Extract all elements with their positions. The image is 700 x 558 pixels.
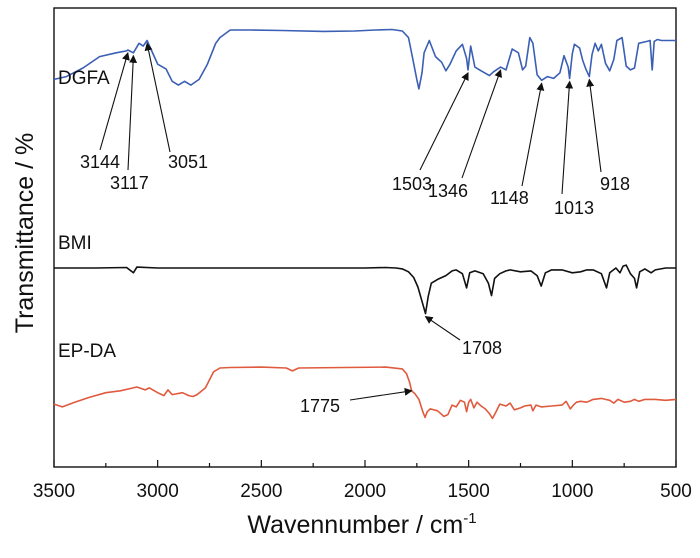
- x-axis-title-main: Wavennumber / cm: [247, 511, 463, 539]
- annotation-label-1346: 1346: [428, 181, 468, 201]
- annotation-arrow-1148: [521, 82, 545, 187]
- annotation-label-1503: 1503: [392, 174, 432, 194]
- x-tick-label-2000: 2000: [344, 481, 386, 502]
- annotation-label-3144: 3144: [80, 152, 120, 172]
- annotation-arrow-3144: [99, 51, 130, 151]
- x-tick-label-3500: 3500: [33, 481, 75, 502]
- annotation-arrow-1503: [419, 72, 469, 171]
- annotation-label-918: 918: [600, 174, 630, 194]
- x-axis-title-sup: -1: [463, 510, 476, 527]
- annotation-label-3117: 3117: [110, 173, 149, 193]
- trace-dgfa: [53, 28, 676, 90]
- x-tick-label-1000: 1000: [551, 481, 593, 502]
- annotation-label-1148: 1148: [490, 188, 529, 208]
- x-tick-label-1500: 1500: [448, 481, 490, 502]
- series-labels: DGFA BMI EP-DA: [58, 68, 116, 362]
- annotation-arrow-1775: [349, 387, 413, 401]
- x-axis-title: Wavennumber / cm-1: [247, 510, 476, 539]
- series-label-bmi: BMI: [58, 233, 92, 254]
- series-label-ep-da: EP-DA: [58, 341, 116, 362]
- annotation-arrow-3117: [127, 54, 138, 171]
- annotation-label-1013: 1013: [554, 198, 594, 218]
- annotation-label-3051: 3051: [168, 152, 208, 172]
- trace-bmi: [54, 264, 676, 315]
- x-tick-label-3000: 3000: [137, 481, 179, 502]
- annotation-arrow-918: [586, 78, 602, 173]
- x-tick-label-2500: 2500: [240, 481, 282, 502]
- x-ticks: 3500 3000 2500 2000 1500 1000 500: [33, 460, 692, 502]
- y-axis-title: Transmittance / %: [11, 133, 39, 334]
- trace-ep-da: [53, 366, 677, 420]
- annotation-label-1775: 1775: [300, 396, 340, 416]
- annotation-label-1708: 1708: [462, 338, 502, 358]
- annotation-arrow-3051: [144, 42, 171, 153]
- series-label-dgfa: DGFA: [58, 68, 110, 89]
- traces: [53, 28, 677, 420]
- annotation-arrow-1708: [424, 316, 461, 341]
- annotation-arrow-1346: [461, 69, 503, 179]
- annotation-arrow-1013: [561, 80, 574, 195]
- x-tick-label-500: 500: [660, 481, 692, 502]
